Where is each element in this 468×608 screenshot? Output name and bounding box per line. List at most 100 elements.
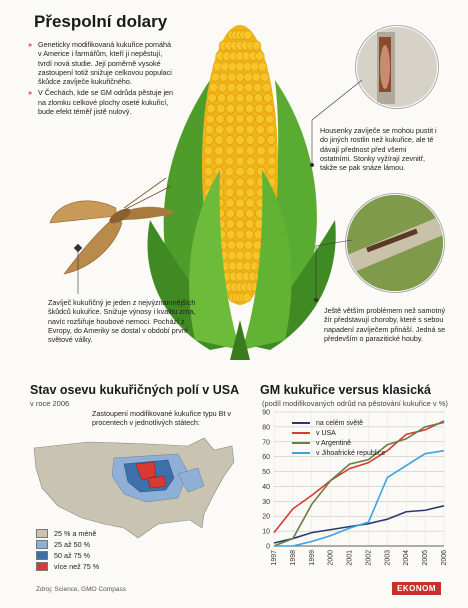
corn-kernel <box>245 145 256 156</box>
corn-kernel <box>235 166 245 177</box>
corn-kernel <box>207 93 217 103</box>
corn-kernel <box>243 30 253 40</box>
corn-kernel <box>254 103 265 114</box>
line-chart: 0 10 20 30 40 50 60 70 80 90 1997 1998 1999 2000 2001 2… <box>262 410 448 566</box>
corn-kernel <box>244 93 254 103</box>
corn-kernel <box>225 103 236 114</box>
y-tick-label: 90 <box>262 410 270 417</box>
bullet-item: » Geneticky modifikovaná kukuřice pomáhá… <box>28 40 172 87</box>
corn-kernel <box>235 229 245 240</box>
corn-kernel <box>261 82 272 93</box>
corn-kernel <box>235 198 245 208</box>
corn-kernel <box>224 166 235 177</box>
chart-subtitle: (podíl modifikovaných odrůd na pěstování… <box>262 399 448 408</box>
corn-kernel <box>214 156 224 166</box>
corn-kernel <box>242 292 252 303</box>
map-title: Stav osevu kukuřičných polí v USA <box>30 383 240 397</box>
corn-kernel <box>235 124 245 135</box>
y-tick-label: 30 <box>262 499 270 506</box>
y-tick-label: 10 <box>262 529 270 536</box>
corn-kernel <box>245 208 255 219</box>
corn-kernel <box>235 177 245 187</box>
corn-kernel <box>224 135 235 145</box>
corn-kernel <box>255 114 265 124</box>
corn-kernel <box>255 124 266 135</box>
x-tick-label: 1997 <box>271 550 278 566</box>
corn-kernel <box>245 124 255 135</box>
corn-kernel <box>266 135 276 145</box>
corn-kernel <box>245 156 256 166</box>
corn-kernel <box>266 145 277 156</box>
corn-kernel <box>226 93 236 103</box>
corn-kernel <box>203 156 214 166</box>
corn-kernel <box>245 187 256 198</box>
corn-kernel <box>203 166 214 177</box>
source-note: Zdroj: Science, GMO Compass <box>36 586 126 593</box>
y-tick-label: 60 <box>262 454 270 461</box>
x-tick-label: 2004 <box>403 550 410 566</box>
corn-kernel <box>245 198 255 208</box>
corn-kernel <box>256 156 266 166</box>
rot-callout: Ještě větším problémem než samotný žír p… <box>324 306 446 343</box>
corn-kernel <box>257 61 268 72</box>
corn-kernel <box>256 145 266 156</box>
corn-kernel <box>235 145 245 156</box>
legend-item: 25 % a méně <box>36 528 99 539</box>
corn-kernel <box>244 229 254 240</box>
usa-map <box>33 437 235 539</box>
corn-kernel <box>206 103 216 114</box>
chart-legend-item: v Argentině <box>292 438 385 448</box>
bullet-arrow-icon: » <box>28 88 32 98</box>
corn-kernel <box>253 93 264 103</box>
moth-illustration <box>49 178 176 275</box>
x-tick-label: 2001 <box>347 550 354 566</box>
y-tick-label: 20 <box>262 514 270 521</box>
map-legend: 25 % a méně 25 až 50 % 50 až 75 % více n… <box>36 528 99 572</box>
x-tick-label: 2003 <box>384 550 391 566</box>
corn-kernel <box>235 114 245 124</box>
series-line <box>274 449 445 547</box>
corn-kernel <box>226 229 236 240</box>
corn-kernel <box>265 114 275 124</box>
corn-kernel <box>263 93 273 103</box>
x-tick-label: 2000 <box>328 550 335 566</box>
corn-kernel <box>244 103 255 114</box>
chart-title: GM kukuřice versus klasická <box>260 383 431 397</box>
corn-kernel <box>203 177 214 187</box>
y-tick-label: 70 <box>262 439 270 446</box>
chart-legend-item: na celém světě <box>292 418 385 428</box>
corn-kernel <box>235 187 245 198</box>
x-tick-label: 1998 <box>290 550 297 566</box>
corn-kernel <box>264 103 274 114</box>
moth-callout: Zavíječ kukuřičný je jeden z nejvýznamně… <box>48 298 196 345</box>
corn-kernel <box>266 156 277 166</box>
callout-lines <box>73 79 363 302</box>
corn-kernel <box>256 135 266 145</box>
corn-kernel <box>255 51 265 61</box>
legend-item: 25 až 50 % <box>36 539 99 550</box>
map-subtitle: v roce 2006 <box>30 399 70 408</box>
corn-kernel <box>259 72 270 82</box>
intro-bullets: » Geneticky modifikovaná kukuřice pomáhá… <box>28 40 176 118</box>
brand-logo: EKONOM <box>392 582 441 595</box>
legend-item: více než 75 % <box>36 561 99 572</box>
corn-kernel <box>225 124 235 135</box>
corn-kernel <box>215 103 226 114</box>
y-tick-label: 40 <box>262 484 270 491</box>
corn-kernel <box>225 219 236 229</box>
corn-kernel <box>235 219 245 229</box>
y-tick-label: 80 <box>262 424 270 431</box>
corn-kernel <box>235 156 245 166</box>
corn-kernel <box>203 145 214 156</box>
corn-kernel <box>245 135 256 145</box>
larva-photo <box>356 26 438 108</box>
corn-kernel <box>266 166 277 177</box>
y-tick-label: 0 <box>266 544 270 551</box>
corn-kernel <box>224 177 235 187</box>
corn-kernel <box>215 114 225 124</box>
corn-kernel <box>214 135 224 145</box>
corn-kernel <box>224 145 235 156</box>
corn-kernel <box>235 93 245 103</box>
corn-kernel <box>245 166 256 177</box>
corn-kernel <box>204 124 215 135</box>
